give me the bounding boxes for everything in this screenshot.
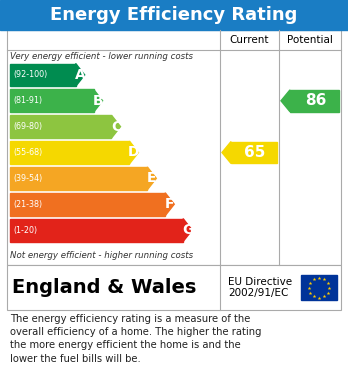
Polygon shape — [222, 142, 231, 163]
Text: England & Wales: England & Wales — [12, 278, 196, 297]
Bar — [10, 219, 183, 242]
Text: (69-80): (69-80) — [13, 122, 42, 131]
Text: E: E — [147, 171, 157, 185]
Bar — [231, 142, 277, 163]
Polygon shape — [76, 63, 85, 86]
Text: B: B — [93, 94, 103, 108]
Polygon shape — [94, 90, 103, 112]
Bar — [10, 63, 76, 86]
Bar — [10, 90, 94, 112]
Text: (21-38): (21-38) — [13, 200, 42, 209]
Text: 86: 86 — [305, 93, 326, 108]
Text: G: G — [182, 223, 193, 237]
Text: Potential: Potential — [287, 35, 333, 45]
Text: (81-91): (81-91) — [13, 96, 42, 105]
Text: (39-54): (39-54) — [13, 174, 42, 183]
Text: 65: 65 — [244, 145, 266, 160]
Bar — [10, 167, 147, 190]
Text: Very energy efficient - lower running costs: Very energy efficient - lower running co… — [10, 52, 193, 61]
Text: F: F — [165, 197, 174, 211]
Text: C: C — [111, 120, 121, 134]
Bar — [10, 193, 165, 216]
Bar — [10, 115, 111, 138]
Text: D: D — [128, 145, 140, 160]
Text: Energy Efficiency Rating: Energy Efficiency Rating — [50, 6, 298, 24]
Text: A: A — [75, 68, 86, 82]
Bar — [0, 0, 348, 30]
Text: (55-68): (55-68) — [13, 148, 42, 157]
Bar — [7, 30, 341, 265]
Polygon shape — [111, 115, 120, 138]
Text: The energy efficiency rating is a measure of the
overall efficiency of a home. T: The energy efficiency rating is a measur… — [10, 314, 261, 364]
Polygon shape — [147, 167, 156, 190]
Polygon shape — [165, 193, 174, 216]
Polygon shape — [129, 141, 139, 164]
Bar — [290, 90, 339, 112]
Bar — [301, 275, 337, 300]
Bar — [10, 141, 129, 164]
Text: EU Directive
2002/91/EC: EU Directive 2002/91/EC — [228, 277, 292, 298]
Text: Current: Current — [230, 35, 269, 45]
Text: (92-100): (92-100) — [13, 70, 47, 79]
Polygon shape — [183, 219, 192, 242]
Text: (1-20): (1-20) — [13, 226, 37, 235]
Text: Not energy efficient - higher running costs: Not energy efficient - higher running co… — [10, 251, 193, 260]
Bar — [7, 265, 341, 310]
Polygon shape — [281, 90, 290, 112]
